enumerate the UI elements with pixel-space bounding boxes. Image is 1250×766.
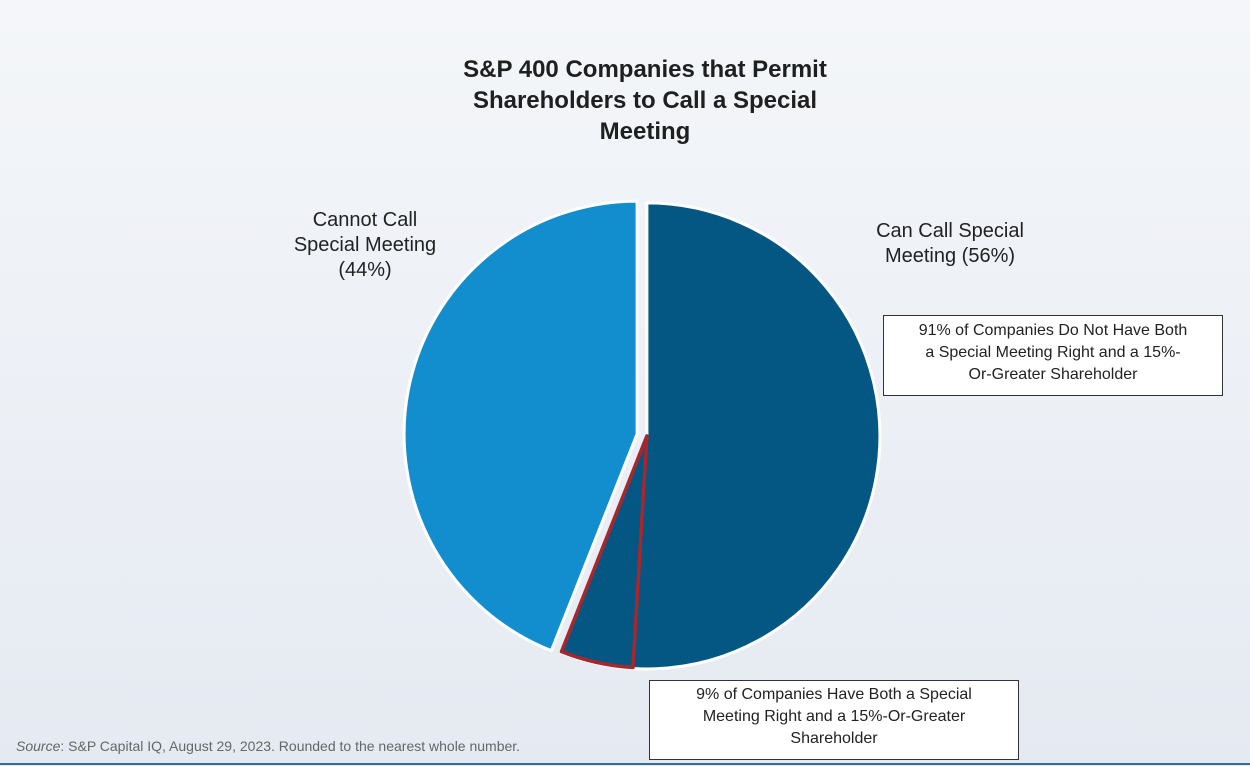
- callout-remaining-line-2: a Special Meeting Right and a 15%-: [925, 344, 1181, 361]
- slice-label-can-line-1: Can Call Special: [876, 220, 1024, 242]
- callout-remaining-share: 91% of Companies Do Not Have Both a Spec…: [883, 315, 1223, 396]
- callout-highlight-line-1: 9% of Companies Have Both a Special: [696, 686, 972, 703]
- slice-label-cannot-call: Cannot Call Special Meeting (44%): [270, 208, 460, 283]
- chart-title-line-2: Shareholders to Call a Special: [472, 87, 818, 114]
- slice-label-cannot-line-2: Special Meeting: [293, 234, 437, 256]
- chart-title-line-3: Meeting: [599, 118, 691, 145]
- callout-highlight-share: 9% of Companies Have Both a Special Meet…: [649, 680, 1019, 760]
- pie-highlight-outline: [559, 434, 649, 670]
- chart-title-line-1: S&P 400 Companies that Permit: [463, 56, 827, 83]
- source-prefix: Source: [16, 738, 61, 754]
- source-text: : S&P Capital IQ, August 29, 2023. Round…: [60, 738, 521, 754]
- slice-label-cannot-line-3: (44%): [338, 259, 392, 281]
- slice-label-can-call: Can Call Special Meeting (56%): [845, 219, 1055, 269]
- callout-remaining-line-1: 91% of Companies Do Not Have Both: [918, 322, 1188, 339]
- slice-label-cannot-line-1: Cannot Call: [312, 209, 418, 231]
- callout-remaining-line-3: Or-Greater Shareholder: [968, 366, 1138, 383]
- chart-title: S&P 400 Companies that Permit Shareholde…: [395, 54, 895, 147]
- callout-highlight-line-3: Shareholder: [790, 730, 878, 747]
- source-note: Source: S&P Capital IQ, August 29, 2023.…: [16, 738, 520, 754]
- callout-highlight-line-2: Meeting Right and a 15%-Or-Greater: [702, 708, 966, 725]
- bottom-rule: [0, 763, 1250, 765]
- slice-label-can-line-2: Meeting (56%): [884, 245, 1016, 267]
- pie-slice-cannot-call: [402, 199, 639, 653]
